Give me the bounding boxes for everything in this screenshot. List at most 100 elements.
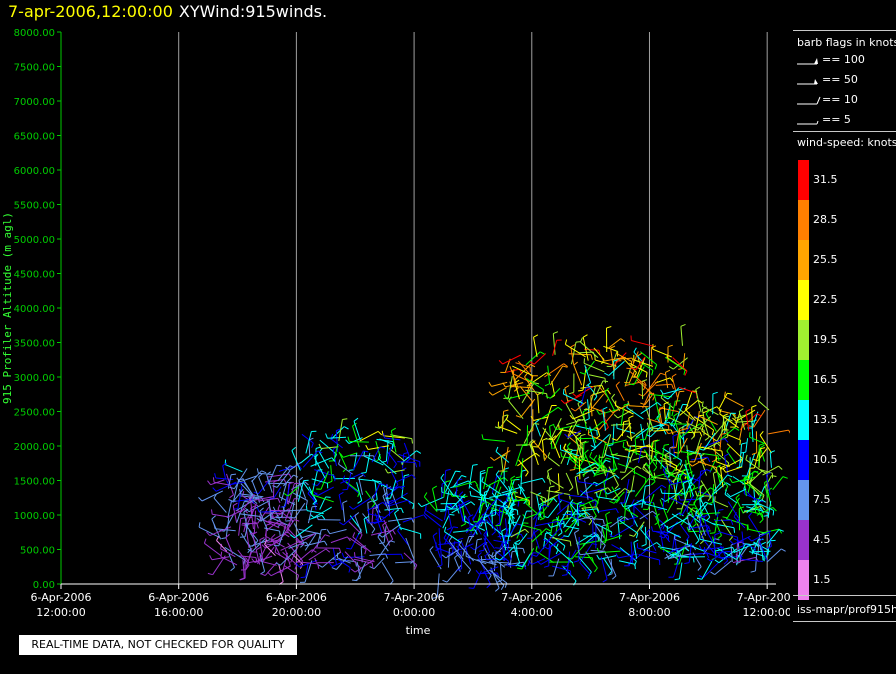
wind-barb [383, 435, 405, 439]
wind-barb-flag [348, 567, 351, 573]
wind-barb-flag [496, 579, 502, 583]
wind-barb [377, 536, 389, 552]
wind-barb-flag [385, 553, 389, 559]
wind-barb [486, 514, 496, 532]
wind-barb-flag [661, 484, 667, 489]
wind-barb-flag [563, 363, 569, 368]
wind-barb-flag [411, 474, 416, 479]
wind-barb-flag [601, 384, 605, 390]
wind-barb [259, 539, 264, 561]
wind-barb-flag [607, 389, 611, 395]
wind-barb [327, 436, 347, 439]
wind-barb [525, 502, 544, 520]
wind-barb [495, 498, 497, 515]
wind-barb [377, 458, 397, 475]
wind-barb-flag [577, 549, 581, 555]
wind-barb [720, 519, 733, 538]
wind-barb [482, 498, 498, 516]
wind-barb-flag [284, 533, 290, 538]
wind-barb [639, 510, 653, 520]
wind-barb [518, 533, 528, 545]
wind-barb [239, 555, 256, 558]
y-tick-label: 4500.00 [14, 270, 55, 281]
wind-barb-flag [680, 323, 686, 327]
wind-barb [338, 494, 343, 511]
wind-barb [384, 507, 402, 511]
wind-barb-flag [256, 523, 259, 529]
wind-barb [366, 501, 384, 511]
wind-barb-flag [249, 532, 255, 535]
wind-barb-flag [665, 451, 670, 456]
wind-barb [712, 474, 728, 493]
wind-barb [447, 548, 450, 568]
wind-barb [542, 427, 554, 441]
wind-barb-flag [490, 514, 496, 517]
wind-barb [574, 401, 587, 412]
wind-barb [228, 553, 235, 568]
wind-barb [671, 400, 676, 417]
wind-barb [297, 480, 305, 502]
wind-barb-flag [729, 540, 734, 545]
wind-barb [700, 480, 712, 498]
wind-barb [757, 534, 760, 554]
wind-barb [714, 518, 722, 536]
wind-barb [625, 499, 643, 510]
wind-barb [373, 483, 380, 499]
wind-barb-flag [331, 457, 336, 462]
wind-barb [754, 503, 764, 520]
wind-barb-flag [730, 519, 734, 525]
wind-barb-flag [635, 533, 639, 539]
wind-barb [686, 516, 691, 531]
wind-barb-flag [394, 509, 399, 514]
wind-barb [638, 554, 660, 561]
wind-barb [560, 449, 580, 457]
wind-barb [376, 540, 391, 560]
wind-barb [264, 561, 278, 576]
wind-barb [291, 450, 301, 471]
wind-barb-flag [564, 385, 570, 389]
wind-barb-flag [726, 446, 731, 452]
wind-barb [628, 369, 636, 384]
wind-barb [220, 548, 236, 558]
wind-barb [697, 461, 717, 469]
wind-barb-flag [593, 455, 598, 460]
legend-separator [793, 30, 896, 31]
wind-barb [696, 523, 705, 541]
wind-barb-flag [391, 427, 396, 432]
wind-barb [212, 513, 229, 518]
wind-barb [741, 452, 745, 467]
wind-barb-flag [581, 440, 587, 444]
wind-barb-flag [530, 440, 536, 445]
wind-barb-flag [291, 446, 297, 451]
wind-barb [624, 451, 635, 473]
wind-barb [223, 512, 235, 532]
wind-barb [765, 474, 771, 495]
wind-barb [280, 548, 297, 566]
wind-barb-flag [317, 450, 323, 454]
wind-barb [752, 550, 771, 553]
wind-barb-flag [628, 383, 634, 386]
wind-barb-flag [664, 417, 670, 421]
wind-barb [423, 496, 438, 513]
y-tick-label: 1500.00 [14, 477, 55, 488]
wind-barb [507, 492, 514, 512]
wind-barb-flag [594, 499, 599, 504]
wind-barb-flag [256, 517, 262, 522]
wind-barb [264, 527, 280, 532]
wind-barb-flag [231, 500, 237, 502]
wind-barb-flag [285, 466, 290, 471]
wind-barb-flag [389, 540, 396, 543]
wind-barb-flag [700, 532, 705, 538]
wind-barb [677, 435, 680, 458]
wind-barb-flag [788, 429, 790, 434]
wind-barb-flag [707, 457, 711, 463]
wind-barb-flag [739, 506, 745, 509]
wind-barb-flag [549, 423, 555, 427]
wind-barb-flag [456, 568, 462, 571]
wind-barb [251, 480, 259, 498]
wind-barb [517, 452, 537, 467]
wind-barb [749, 436, 766, 445]
wind-barb-flag [455, 470, 461, 473]
wind-barb [278, 564, 284, 582]
wind-barb [491, 381, 508, 387]
